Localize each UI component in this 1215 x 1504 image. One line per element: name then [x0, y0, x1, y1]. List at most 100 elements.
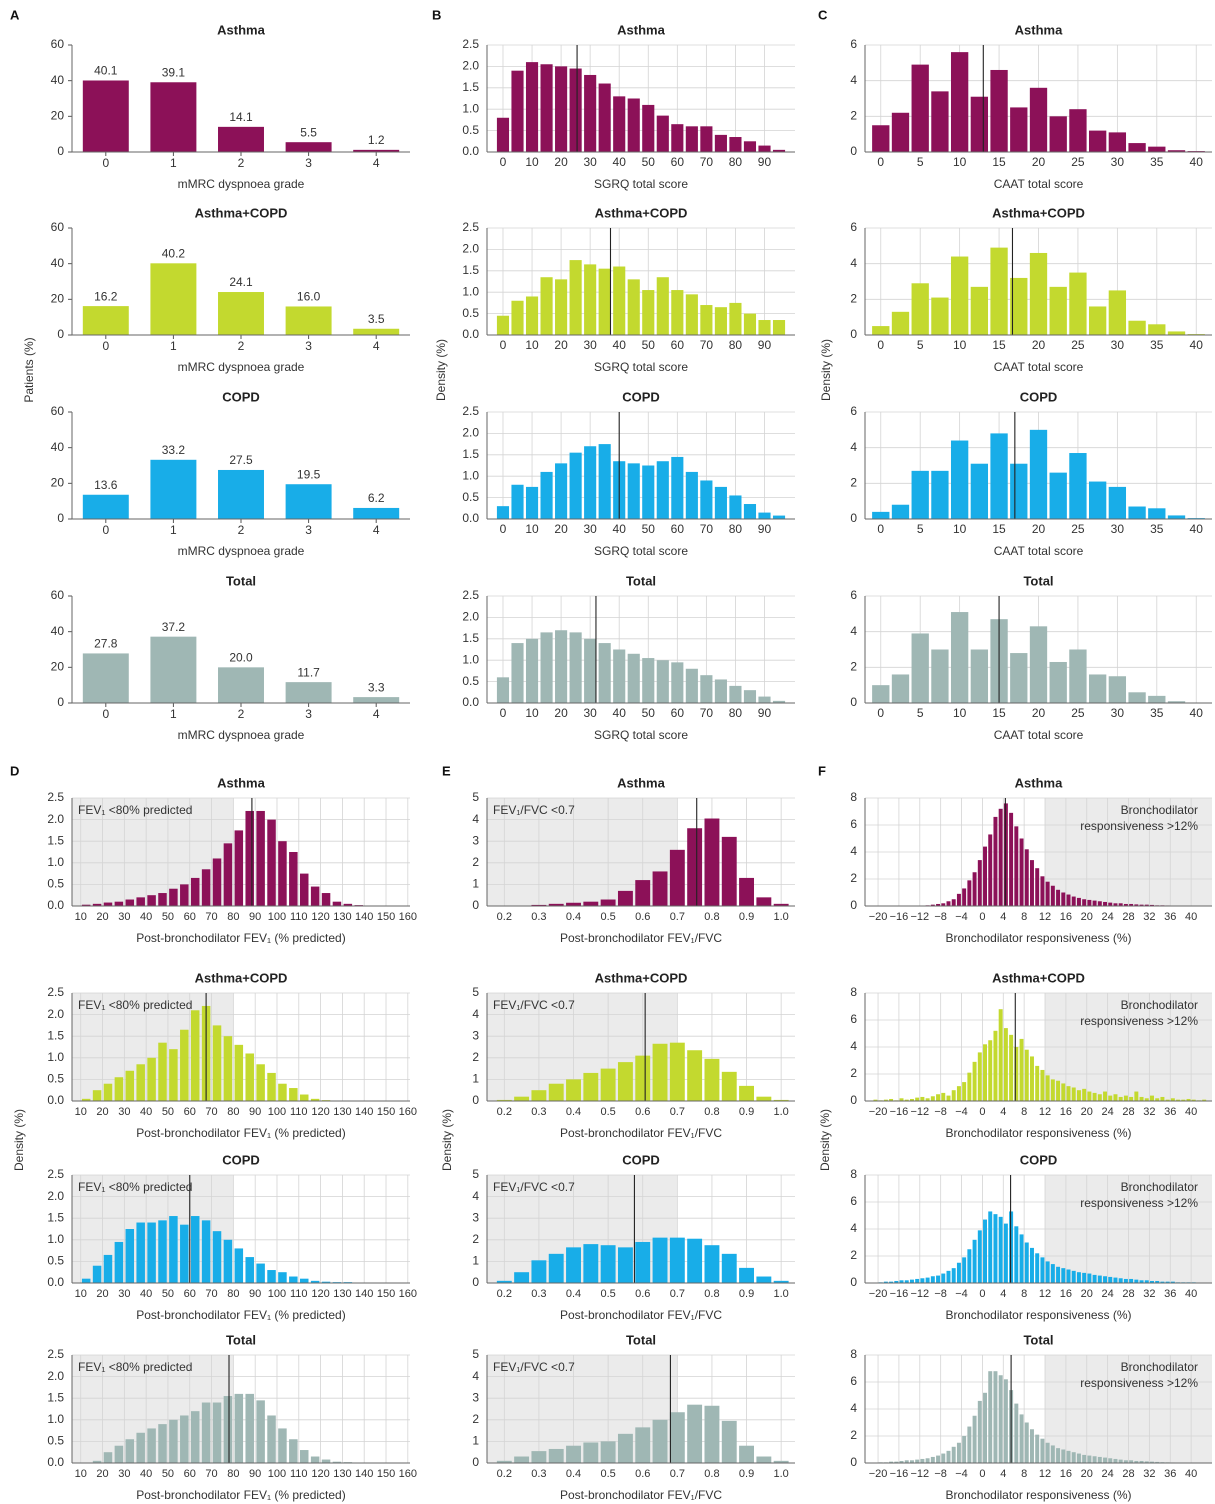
histogram-bar — [234, 1044, 244, 1101]
y-tick-label: 6 — [850, 817, 857, 831]
x-tick-label: 20 — [1032, 706, 1046, 720]
histogram-bar — [911, 470, 929, 519]
y-tick-label: 2.0 — [47, 1007, 64, 1021]
histogram-bar — [114, 901, 124, 906]
histogram-bar — [1123, 1095, 1128, 1101]
histogram-bar — [212, 1231, 222, 1283]
x-tick-label: 140 — [355, 1288, 373, 1300]
x-axis-label: Post-bronchodilator FEV₁ (% predicted) — [136, 1488, 345, 1502]
y-tick-label: 1.0 — [47, 1050, 64, 1064]
y-tick-label: 60 — [51, 37, 65, 51]
histogram-bar — [998, 808, 1003, 906]
histogram-bar — [1024, 1422, 1029, 1463]
x-tick-label: 2 — [238, 156, 245, 170]
y-tick-label: 2.0 — [462, 59, 479, 73]
histogram-bar — [343, 903, 353, 906]
x-tick-label: 35 — [1150, 522, 1164, 536]
histogram-bar — [988, 834, 993, 906]
annotation: FEV₁ <80% predicted — [78, 998, 192, 1012]
x-tick-label: 60 — [671, 338, 685, 352]
x-tick-label: 160 — [399, 911, 417, 923]
x-tick-label: 20 — [96, 1106, 108, 1118]
y-tick-label: 0 — [472, 1093, 479, 1107]
histogram-bar — [332, 901, 342, 906]
x-tick-label: 0.5 — [600, 1106, 615, 1118]
y-tick-label: 2 — [850, 476, 857, 490]
y-tick-label: 0 — [850, 327, 857, 341]
histogram-bar — [909, 1460, 914, 1463]
histogram-bar — [190, 877, 200, 906]
histogram-bar — [925, 1458, 930, 1463]
histogram-bar — [531, 1260, 547, 1283]
histogram-bar — [256, 1400, 265, 1463]
histogram-bar — [1035, 868, 1040, 906]
histogram-bar — [212, 1025, 222, 1101]
histogram-bar — [1049, 116, 1067, 152]
x-tick-label: 0.7 — [670, 911, 685, 923]
x-tick-label: 0.3 — [531, 911, 546, 923]
y-tick-label: 8 — [850, 985, 857, 999]
x-tick-label: 4 — [1000, 911, 1006, 923]
x-tick-label: 16 — [1060, 1288, 1072, 1300]
y-tick-label: 3 — [472, 1390, 479, 1404]
histogram-bar — [1128, 143, 1146, 152]
x-tick-label: 110 — [290, 911, 308, 923]
value-label: 11.7 — [297, 665, 320, 679]
histogram-bar — [1139, 1460, 1144, 1463]
histogram-bar — [496, 1280, 512, 1283]
value-label: 16.0 — [297, 290, 321, 304]
histogram-bar — [190, 1411, 200, 1463]
histogram-bar — [310, 1280, 320, 1283]
histogram-bar — [299, 1278, 309, 1283]
histogram-bar — [941, 1273, 946, 1283]
x-tick-label: 0 — [979, 1468, 985, 1480]
histogram-bar — [531, 1451, 547, 1463]
histogram-bar — [525, 486, 539, 519]
histogram-bar — [909, 1279, 914, 1283]
histogram-bar — [704, 818, 720, 906]
y-tick-label: 0 — [850, 898, 857, 912]
y-tick-label: 0.5 — [462, 490, 479, 504]
histogram-bar — [114, 1241, 124, 1283]
bar — [82, 494, 129, 519]
x-tick-label: 0.7 — [670, 1288, 685, 1300]
annotation: FEV₁ <80% predicted — [78, 803, 192, 817]
x-tick-label: 50 — [642, 338, 656, 352]
histogram-bar — [1061, 1449, 1066, 1463]
x-tick-label: 0 — [500, 155, 507, 169]
histogram-bar — [990, 433, 1008, 519]
histogram-bar — [1088, 130, 1107, 152]
histogram-bar — [583, 1244, 599, 1283]
histogram-bar — [583, 901, 599, 906]
histogram-bar — [911, 633, 929, 703]
x-tick-label: −20 — [869, 1468, 888, 1480]
histogram-bar — [525, 638, 539, 703]
histogram-bar — [1035, 1434, 1040, 1463]
histogram-bar — [158, 1424, 167, 1463]
y-tick-label: 0 — [472, 898, 479, 912]
histogram-bar — [321, 1459, 331, 1463]
histogram-bar — [555, 630, 568, 703]
histogram-bar — [169, 1419, 178, 1463]
histogram-bar — [671, 124, 684, 152]
y-tick-label: 0.5 — [47, 1072, 64, 1086]
histogram-bar — [1087, 1455, 1092, 1463]
histogram-bar — [687, 1404, 703, 1463]
histogram-bar — [169, 1216, 178, 1283]
histogram-bar — [1082, 1272, 1087, 1283]
x-tick-label: 70 — [205, 911, 217, 923]
y-tick-label: 0.5 — [47, 877, 64, 891]
histogram-bar — [1071, 896, 1076, 906]
bar — [285, 142, 332, 152]
x-tick-label: 30 — [583, 155, 597, 169]
histogram-bar — [1069, 109, 1087, 152]
x-tick-label: 0 — [102, 523, 109, 537]
histogram-bar — [1202, 1099, 1207, 1101]
histogram-bar — [956, 1442, 961, 1463]
histogram-bar — [1129, 1278, 1134, 1283]
histogram-bar — [993, 816, 998, 906]
x-tick-label: 80 — [227, 911, 239, 923]
histogram-bar — [201, 869, 211, 906]
x-tick-label: 3 — [305, 523, 312, 537]
